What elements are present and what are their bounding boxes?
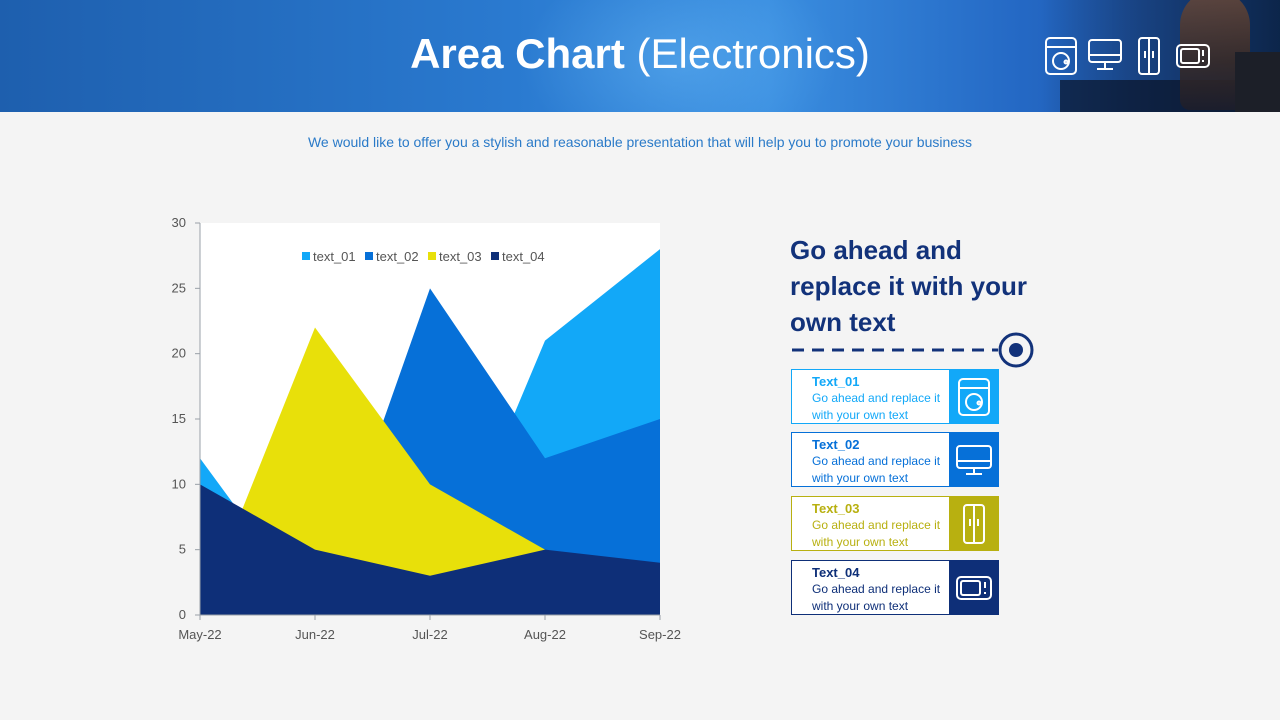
x-tick-label: Aug-22: [524, 627, 566, 642]
card-icon-box: [949, 496, 999, 551]
header-glow: [520, 0, 840, 112]
legend-swatch-text_02: [365, 252, 373, 260]
refrigerator-icon: [1138, 37, 1160, 75]
legend-swatch-text_01: [302, 252, 310, 260]
header-banner: Area Chart (Electronics): [0, 0, 1280, 112]
card-icon-box: [949, 432, 999, 487]
area-chart: 0 5 10 15 20 25 30 May-22 Jun-22 Jul-22 Aug-22 Sep-…: [172, 215, 681, 642]
dashed-divider: [792, 332, 1034, 368]
washing-machine-icon: [1045, 37, 1077, 75]
y-tick-label: 30: [172, 215, 186, 230]
y-tick-label: 25: [172, 280, 186, 295]
legend-swatch-text_03: [428, 252, 436, 260]
card-label: Text_01: [812, 374, 860, 389]
legend-swatch-text_04: [491, 252, 499, 260]
area-series-text_03: [200, 327, 660, 615]
legend-card-2: Text_02 Go ahead and replace it with your…: [791, 432, 999, 487]
legend-label-text_01: text_01: [313, 249, 356, 264]
y-tick-label: 15: [172, 411, 186, 426]
x-tick-label: Jun-22: [295, 627, 335, 642]
area-series-text_02: [200, 288, 660, 615]
card-text: Text_02 Go ahead and replace it with your…: [812, 436, 947, 487]
y-tick-label: 10: [172, 476, 186, 491]
panel-heading: Go ahead and replace it with your own te…: [790, 235, 1027, 337]
legend-label-text_04: text_04: [502, 249, 545, 264]
card-text: Text_03 Go ahead and replace it with your…: [812, 500, 947, 551]
card-description: Go ahead and replace it with your own te…: [812, 454, 941, 485]
y-tick-label: 0: [179, 607, 186, 622]
legend-card-1: Text_01 Go ahead and replace it with your…: [791, 369, 999, 424]
x-tick-label: May-22: [178, 627, 221, 642]
legend-card-3: Text_03 Go ahead and replace it with your…: [791, 496, 999, 551]
x-tick-label: Sep-22: [639, 627, 681, 642]
page-title: Area Chart (Electronics): [0, 30, 1280, 78]
legend-label-text_03: text_03: [439, 249, 482, 264]
header-icons: [1044, 36, 1210, 78]
card-description: Go ahead and replace it with your own te…: [812, 518, 941, 549]
card-icon-box: [949, 369, 999, 424]
title-light: (Electronics): [636, 30, 870, 77]
card-text: Text_04 Go ahead and replace it with your…: [812, 564, 947, 615]
microwave-icon: [956, 575, 992, 600]
monitor-icon: [956, 444, 992, 475]
y-tick-label: 5: [179, 542, 186, 557]
title-bold: Area Chart: [410, 30, 625, 77]
card-label: Text_04: [812, 565, 860, 580]
washing-machine-icon: [958, 377, 990, 416]
header-photo-laptop: [1235, 52, 1280, 112]
y-tick-label: 20: [172, 346, 186, 361]
legend-card-4: Text_04 Go ahead and replace it with your…: [791, 560, 999, 615]
card-icon-box: [949, 560, 999, 615]
legend-label-text_02: text_02: [376, 249, 419, 264]
card-label: Text_02: [812, 437, 860, 452]
target-dot-icon: [1009, 343, 1023, 357]
area-series-text_04: [200, 484, 660, 615]
card-text: Text_01 Go ahead and replace it with your…: [812, 373, 947, 424]
card-description: Go ahead and replace it with your own te…: [812, 391, 941, 422]
refrigerator-icon: [963, 503, 985, 544]
card-description: Go ahead and replace it with your own te…: [812, 582, 941, 613]
subtitle: We would like to offer you a stylish and…: [307, 134, 973, 150]
target-ring-icon: [998, 332, 1034, 368]
x-tick-label: Jul-22: [412, 627, 447, 642]
card-label: Text_03: [812, 501, 860, 516]
monitor-icon: [1088, 39, 1122, 70]
microwave-icon: [1176, 44, 1210, 68]
